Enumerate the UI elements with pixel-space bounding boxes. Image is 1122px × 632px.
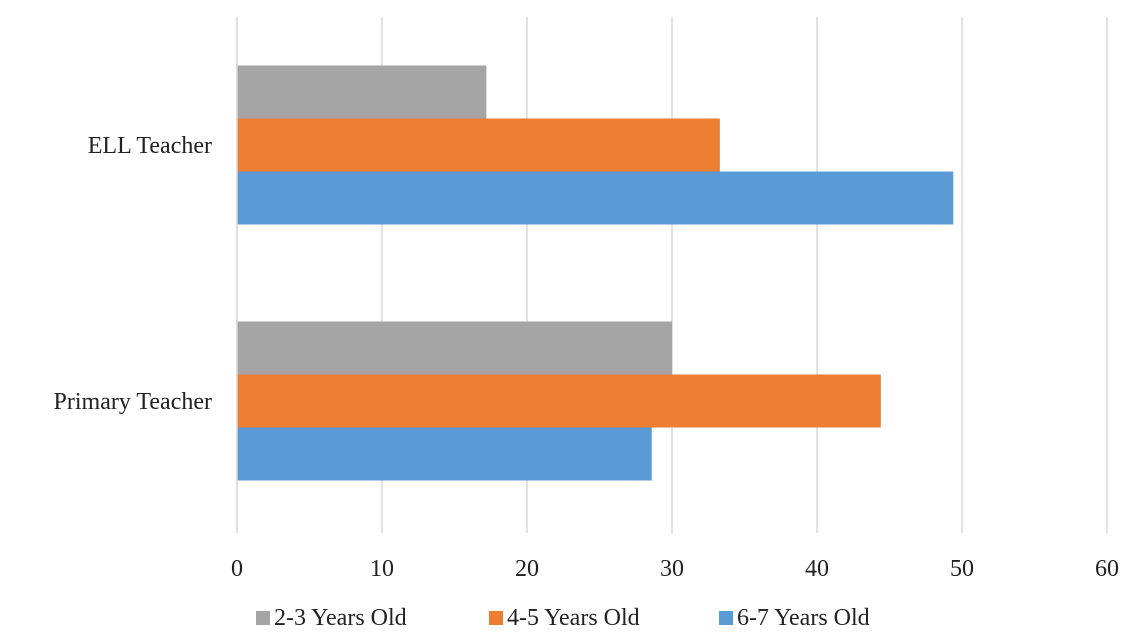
bar-ell-teacher-4-5-years-old[interactable]	[237, 118, 720, 172]
bars	[237, 65, 954, 481]
x-tick-label-20: 20	[515, 556, 539, 582]
legend: 2-3 Years Old 4-5 Years Old 6-7 Years Old	[256, 605, 870, 631]
legend-item-6-7-years-old[interactable]: 6-7 Years Old	[719, 605, 870, 631]
legend-label-4-5-years-old: 4-5 Years Old	[507, 605, 640, 631]
legend-item-2-3-years-old[interactable]: 2-3 Years Old	[256, 605, 407, 631]
x-tick-label-30: 30	[660, 556, 684, 582]
legend-label-6-7-years-old: 6-7 Years Old	[737, 605, 870, 631]
x-tick-label-60: 60	[1095, 556, 1119, 582]
legend-swatch-4-5-years-old	[489, 611, 503, 625]
x-tick-label-0: 0	[231, 556, 243, 582]
x-tick-label-40: 40	[805, 556, 829, 582]
legend-item-4-5-years-old[interactable]: 4-5 Years Old	[489, 605, 640, 631]
x-axis-ticks: 0 10 20 30 40 50 60	[231, 556, 1119, 582]
category-label-ell-teacher: ELL Teacher	[88, 133, 212, 159]
category-label-primary-teacher: Primary Teacher	[54, 389, 212, 415]
bar-primary-teacher-6-7-years-old[interactable]	[237, 427, 652, 481]
bar-primary-teacher-2-3-years-old[interactable]	[237, 321, 672, 375]
legend-label-2-3-years-old: 2-3 Years Old	[274, 605, 407, 631]
bar-ell-teacher-2-3-years-old[interactable]	[237, 65, 487, 119]
x-tick-label-10: 10	[370, 556, 394, 582]
bar-ell-teacher-6-7-years-old[interactable]	[237, 171, 954, 225]
x-tick-label-50: 50	[950, 556, 974, 582]
legend-swatch-2-3-years-old	[256, 611, 270, 625]
bar-primary-teacher-4-5-years-old[interactable]	[237, 374, 881, 428]
legend-swatch-6-7-years-old	[719, 611, 733, 625]
